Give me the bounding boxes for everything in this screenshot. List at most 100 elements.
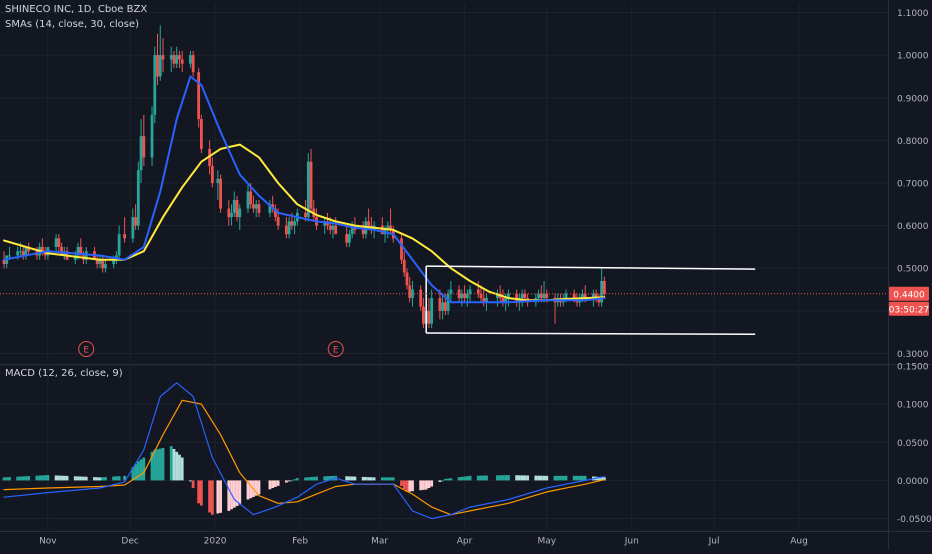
macd-histogram-bar	[328, 476, 332, 481]
candle	[235, 195, 239, 222]
candle-body	[597, 298, 601, 303]
trendline-1	[426, 332, 756, 336]
macd-histogram-bar	[482, 475, 486, 481]
candle-body	[476, 289, 480, 294]
candle	[465, 289, 469, 307]
macd-histogram-bar	[468, 475, 472, 481]
candle-body	[350, 225, 354, 235]
time-tick-label: Nov	[39, 537, 57, 547]
candle	[27, 242, 31, 256]
candle	[422, 298, 425, 328]
macd-histogram-bar	[180, 457, 184, 481]
macd-histogram-bar	[427, 480, 431, 489]
macd-histogram-bar	[345, 476, 349, 481]
time-axis: Nov Dec 2020 Feb Mar Apr May Jun Jul Aug	[39, 537, 808, 547]
candle	[230, 204, 233, 226]
candle-body	[219, 178, 222, 209]
macd-histogram-bar	[422, 480, 425, 490]
candle-body	[334, 225, 338, 235]
candle	[104, 259, 107, 273]
macd-histogram-bar	[238, 480, 242, 505]
macd-histogram-bar	[57, 475, 61, 481]
candle-body	[189, 55, 192, 64]
candle	[309, 148, 313, 213]
macd-histogram-bar	[295, 478, 299, 481]
macd-histogram-bar	[136, 461, 140, 481]
price-tick-label: 0.3000	[897, 350, 929, 360]
sma-30-line	[3, 143, 606, 302]
macd-histogram-bar	[309, 477, 313, 481]
candle	[175, 46, 179, 68]
macd-histogram-bar	[583, 475, 587, 481]
candle-body	[238, 208, 242, 218]
candle-body	[271, 204, 275, 209]
sma-indicator-legend[interactable]: SMAs (14, close, 30, close)	[5, 19, 140, 30]
time-tick-label: May	[537, 537, 556, 547]
candle-body	[252, 204, 255, 209]
symbol-legend[interactable]: SHINECO INC, 1D, Cboe BZX	[5, 4, 148, 15]
candle-body	[21, 251, 25, 256]
macd-tick-label: 0.0000	[897, 477, 929, 487]
countdown-badge: 03:50:27	[889, 301, 929, 316]
candle-body	[386, 225, 390, 230]
macd-histogram-bar	[178, 454, 181, 481]
candle-body	[180, 59, 184, 64]
candle	[84, 246, 88, 264]
candle-body	[178, 55, 181, 60]
candle-body	[400, 238, 403, 260]
macd-histogram-bar	[553, 475, 557, 481]
candle	[304, 200, 307, 222]
macd-histogram-bar	[112, 476, 116, 481]
candle	[180, 50, 184, 73]
macd-histogram-bar	[304, 477, 307, 481]
candle	[257, 200, 261, 218]
macd-histogram-bar	[367, 477, 371, 481]
macd-histogram-bar	[65, 475, 69, 481]
candle-body	[507, 293, 510, 299]
macd-histogram-bar	[537, 475, 540, 481]
macd-histogram-bar	[219, 480, 222, 513]
macd-histogram-bar	[449, 478, 453, 481]
candle	[446, 289, 450, 316]
candle-body	[501, 298, 505, 303]
macd-histogram-bar	[504, 475, 508, 481]
candle	[345, 225, 349, 247]
candle	[131, 208, 135, 243]
candle-body	[95, 259, 99, 264]
macd-histogram-bar	[515, 475, 519, 481]
candle-body	[227, 208, 231, 218]
price-tick-label: 0.6000	[897, 222, 929, 232]
candle-body	[405, 272, 409, 286]
macd-histogram-bar	[476, 475, 480, 481]
candle-body	[460, 293, 464, 299]
candle	[95, 255, 99, 269]
candle	[158, 25, 162, 81]
candle	[268, 200, 272, 218]
candle-body	[246, 191, 250, 209]
earnings-marker-label: E	[83, 346, 89, 356]
macd-histogram-bar	[526, 475, 530, 481]
candle-body	[2, 259, 6, 264]
candle-body	[257, 204, 261, 213]
candle	[142, 114, 146, 166]
candle	[117, 225, 121, 260]
candle-body	[345, 234, 349, 243]
macd-tick-label: 0.1000	[897, 401, 929, 411]
macd-histogram-bar	[564, 475, 568, 481]
macd-histogram-bar	[249, 480, 253, 499]
candle	[227, 200, 231, 226]
macd-histogram-bar	[369, 477, 373, 481]
macd-histogram-bar	[54, 475, 58, 481]
macd-histogram-bar	[408, 480, 412, 492]
candle-body	[153, 55, 157, 115]
candle-body	[249, 191, 253, 205]
macd-histogram-bar	[463, 476, 466, 481]
candle	[232, 191, 236, 218]
candle-body	[210, 165, 214, 183]
macd-indicator-legend[interactable]: MACD (12, 26, close, 9)	[5, 368, 123, 379]
candle	[594, 289, 598, 303]
candle-body	[197, 72, 201, 120]
candle-body	[156, 55, 159, 77]
countdown-value: 03:50:27	[889, 305, 929, 315]
